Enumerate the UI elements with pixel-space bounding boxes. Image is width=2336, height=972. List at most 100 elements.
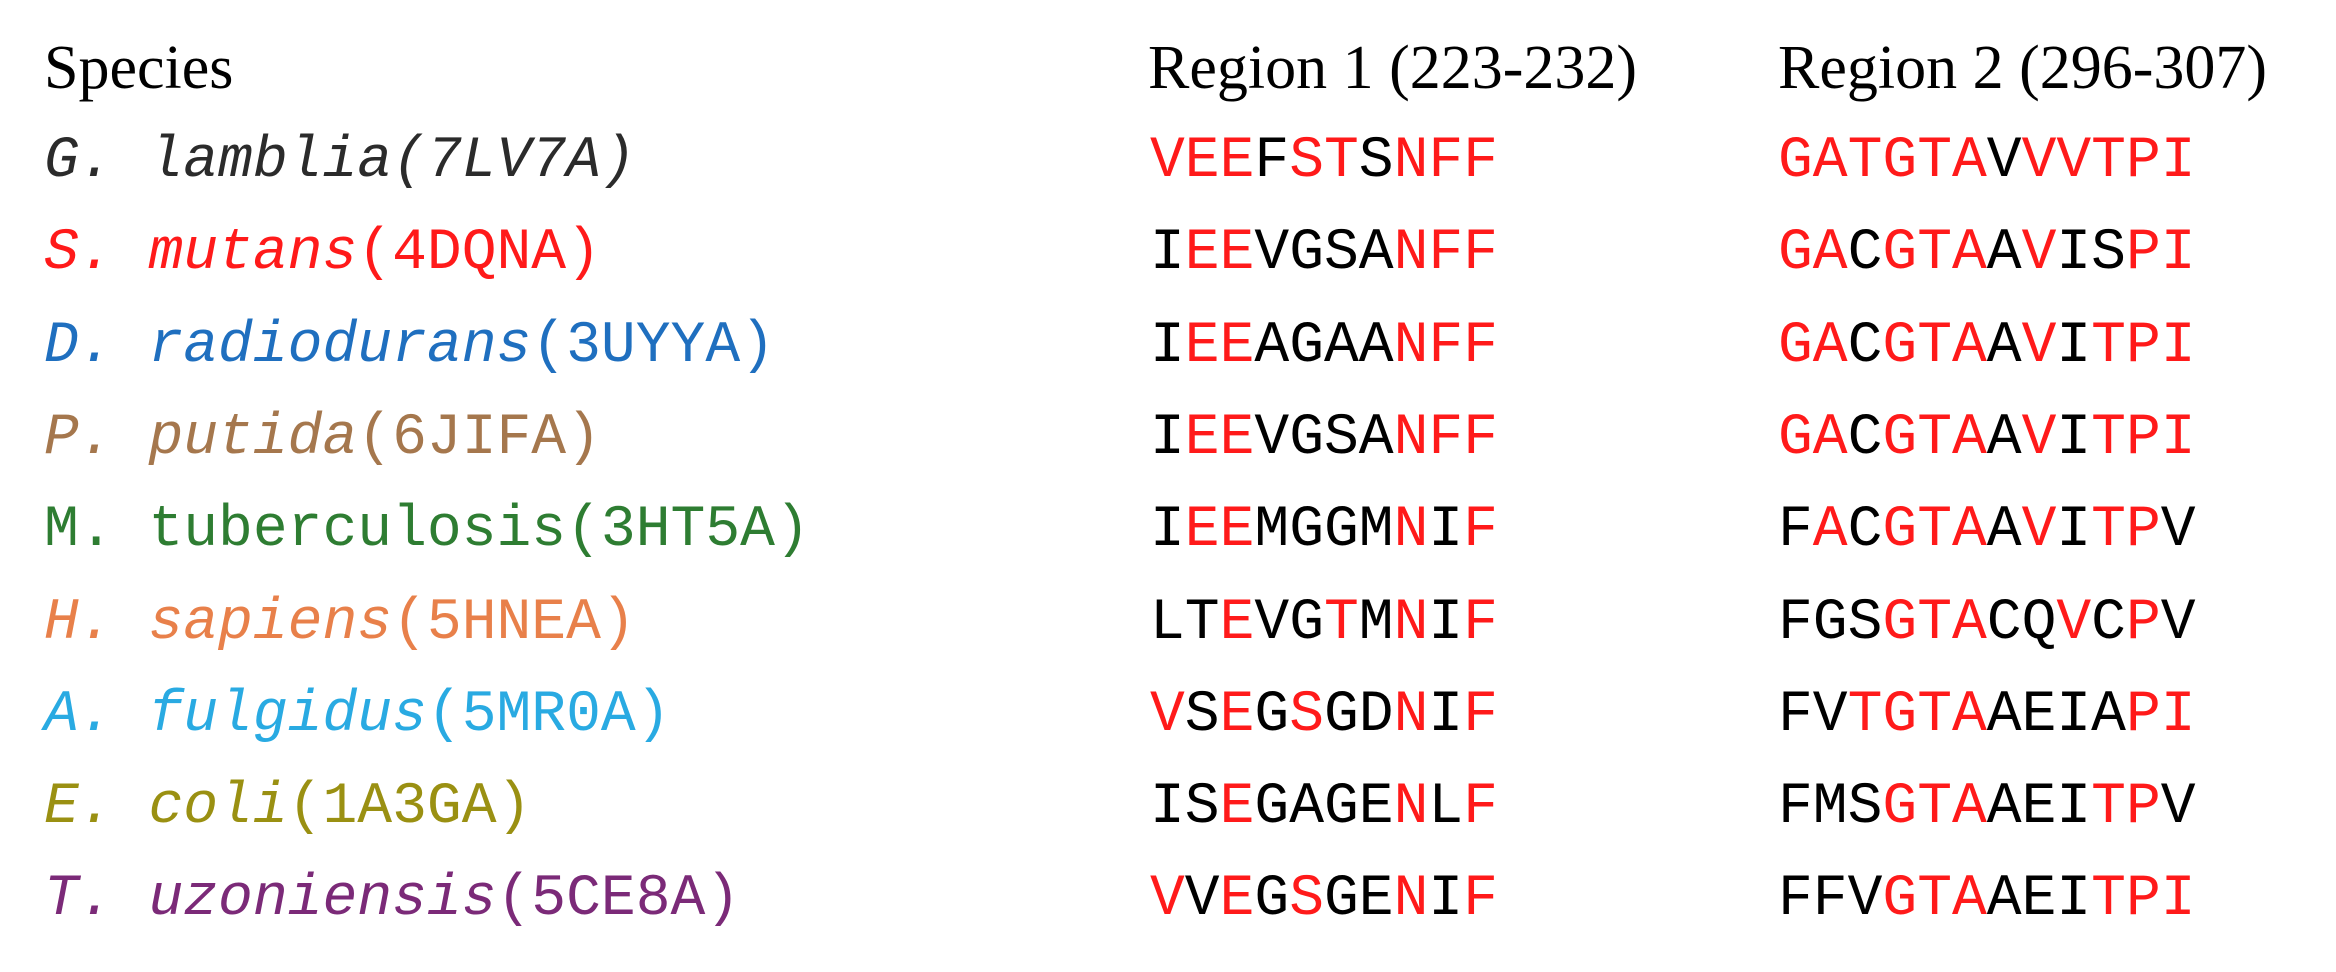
residue: C [1847,405,1883,471]
pdb-id: (1A3GA) [287,775,532,841]
residue: G [1289,498,1324,564]
residue: S [1184,682,1220,748]
species-genus: S. [44,221,114,287]
residue: F [1463,129,1498,194]
residue: F [1463,590,1498,656]
residue: I [2056,313,2092,379]
region2-sequence: FMSGTAAEITPV [1778,762,2196,854]
residue: E [2021,775,2057,841]
residue: C [1986,590,2022,656]
species-label: G. lamblia(7LV7A) [44,116,636,208]
residue: E [1219,867,1255,933]
region2-sequence: GACGTAAVITPI [1778,393,2196,485]
species-label: S. mutans(4DQNA) [44,208,601,300]
residue: G [1882,867,1918,933]
residue: F [1463,682,1498,748]
residue: T [1917,498,1952,564]
residue: G [1778,405,1813,471]
residue: M [1358,498,1394,564]
residue: G [1254,682,1290,748]
residue: A [1986,221,2022,287]
residue: N [1393,775,1429,841]
residue: A [1951,867,1987,933]
alignment-row: S. mutans(4DQNA) IEEVGSANFF GACGTAAVISPI [0,208,2336,300]
residue: S [1323,221,1359,287]
residue: A [1951,498,1987,564]
residue: E [1219,221,1255,287]
species-epithet: tuberculosis [148,498,567,564]
residue: I [1428,498,1464,564]
residue: G [1778,313,1813,379]
residue: T [2091,775,2126,841]
residue: C [1847,221,1883,287]
residue: I [2160,313,2196,379]
residue: V [2056,590,2092,656]
species-epithet: mutans [148,221,358,287]
region2-sequence: FGSGTACQVCPV [1778,578,2196,670]
residue: I [2056,498,2092,564]
residue: G [1778,129,1813,194]
residue: N [1393,129,1429,194]
alignment-row: E. coli(1A3GA) ISEGAGENLF FMSGTAAEITPV [0,762,2336,854]
residue: A [1358,221,1394,287]
residue: E [1358,867,1394,933]
residue: F [1463,498,1498,564]
residue: I [1150,313,1185,379]
species-genus: P. [44,405,114,471]
residue: G [1882,221,1918,287]
pdb-id: (3HT5A) [566,498,810,564]
residue: G [1882,590,1918,656]
residue: S [1289,129,1324,194]
residue: A [1951,221,1987,287]
residue: E [1219,405,1255,471]
residue: Q [2021,590,2057,656]
residue: V [1254,221,1290,287]
residue: G [1882,775,1918,841]
residue: E [1184,313,1220,379]
residue: G [1323,867,1359,933]
species-label: H. sapiens(5HNEA) [44,578,636,670]
residue: G [1289,590,1324,656]
residue: G [1289,405,1324,471]
residue: N [1393,867,1429,933]
residue: G [1778,221,1813,287]
region1-sequence: IEEMGGMNIF [1150,485,1498,577]
residue: T [2091,313,2126,379]
residue: N [1393,682,1429,748]
residue: E [1184,129,1220,194]
alignment-row: G. lamblia(7LV7A) VEEFSTSNFF GATGTAVVVTPI [0,116,2336,208]
pdb-id: (5CE8A) [496,867,741,933]
residue: F [1428,221,1464,287]
residue: N [1393,498,1429,564]
residue: V [1184,867,1220,933]
species-genus: A. [44,682,114,748]
residue: P [2125,313,2161,379]
residue: G [1882,313,1918,379]
residue: A [1358,405,1394,471]
residue: V [1150,867,1185,933]
residue: F [1778,867,1813,933]
residue: A [1812,221,1848,287]
residue: T [1917,313,1952,379]
residue: A [1986,867,2022,933]
species-label: A. fulgidus(5MR0A) [44,670,671,762]
residue: T [1917,129,1952,194]
residue: S [1323,405,1359,471]
species-label: P. putida(6JIFA) [44,393,601,485]
residue: A [1289,775,1324,841]
residue: A [1951,405,1987,471]
residue: F [1254,129,1290,194]
region1-sequence: VVEGSGENIF [1150,854,1498,946]
residue: A [1951,129,1987,194]
residue: I [2160,867,2196,933]
residue: P [2125,405,2161,471]
residue: S [1358,129,1394,194]
pdb-id: (7LV7A) [392,129,636,194]
residue: G [1254,775,1290,841]
pdb-id: (5MR0A) [426,682,671,748]
residue: I [2056,867,2092,933]
residue: T [2091,405,2126,471]
residue: C [1847,498,1883,564]
residue: I [1150,221,1185,287]
